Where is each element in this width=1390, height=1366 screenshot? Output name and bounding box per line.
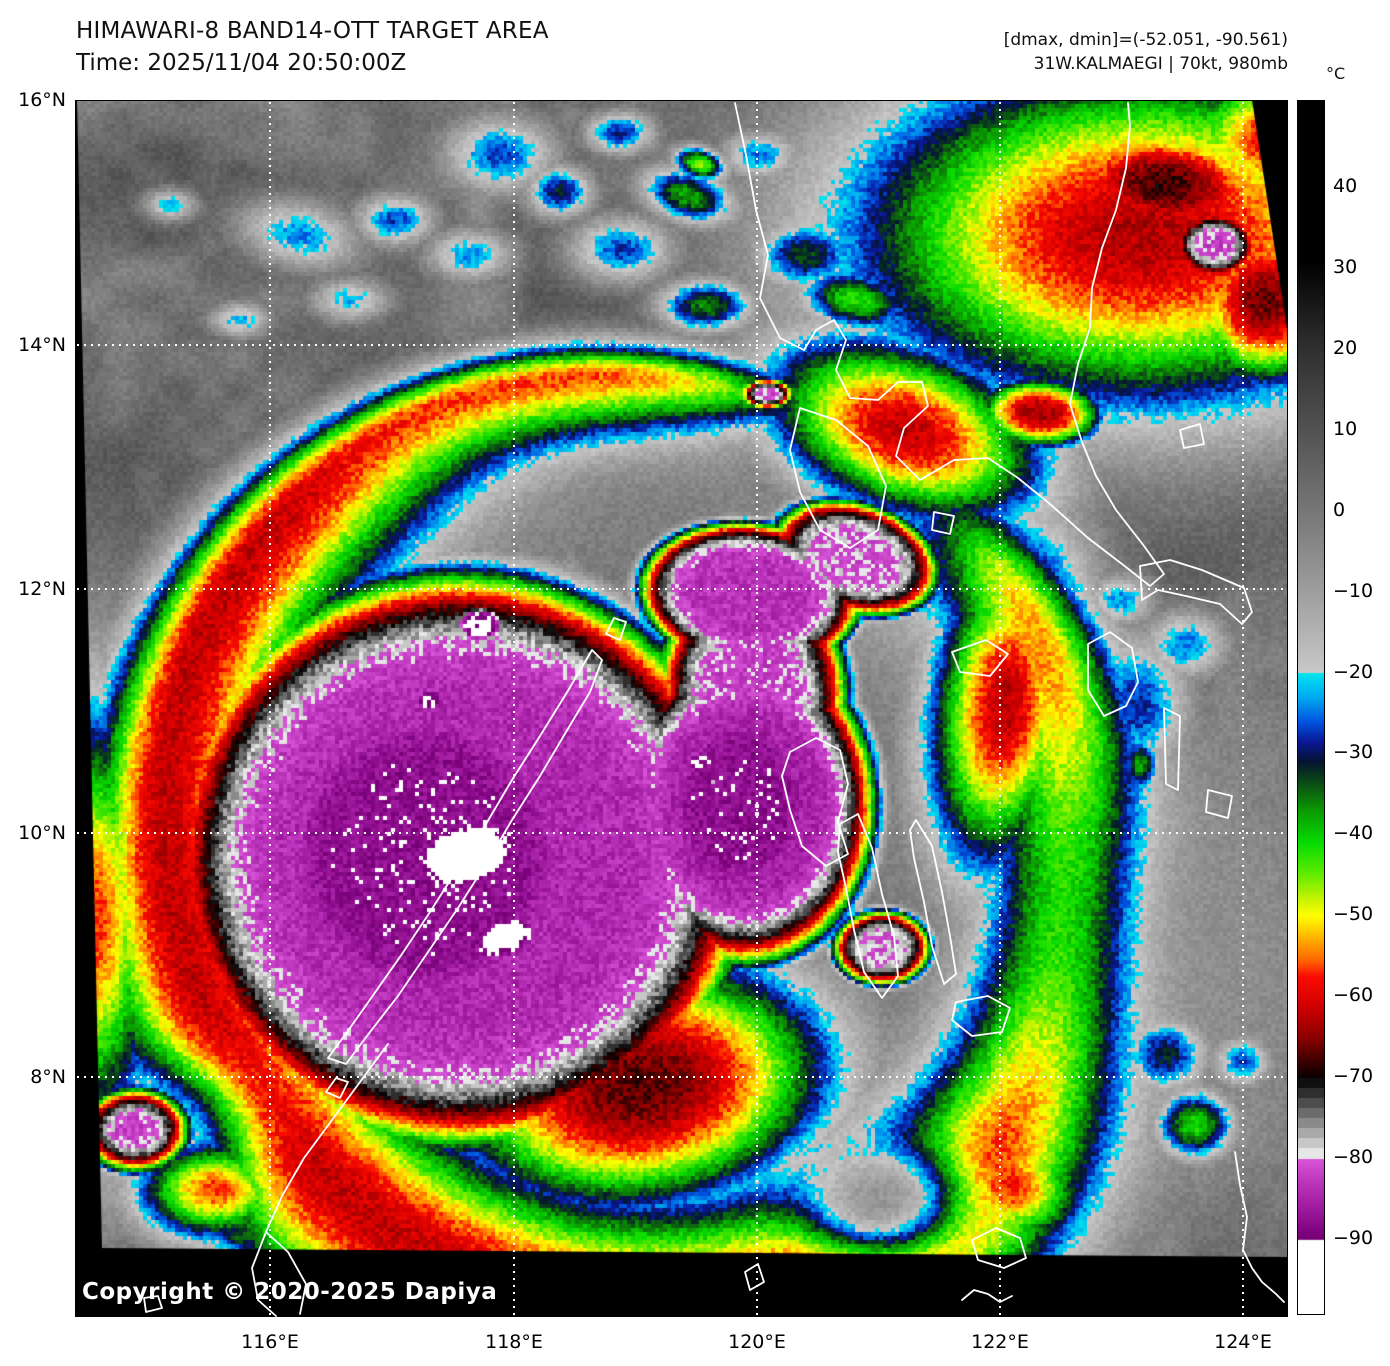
- colorbar-tick-label: −30: [1333, 741, 1374, 764]
- colorbar-tick-label: 0: [1333, 498, 1346, 521]
- colorbar-tick-label: −70: [1333, 1065, 1374, 1088]
- longitude-tick-label: 124°E: [1214, 1331, 1272, 1353]
- product-title: HIMAWARI-8 BAND14-OTT TARGET AREA: [76, 18, 549, 44]
- satellite-imagery-canvas: [75, 100, 1288, 1317]
- colorbar: [1297, 100, 1325, 1315]
- latitude-tick-label: 12°N: [18, 578, 66, 600]
- longitude-tick-label: 122°E: [971, 1331, 1029, 1353]
- colorbar-tick-label: 10: [1333, 417, 1358, 440]
- colorbar-tick-label: 40: [1333, 175, 1358, 197]
- storm-info-label: 31W.KALMAEGI | 70kt, 980mb: [1033, 54, 1288, 74]
- colorbar-tick-label: −50: [1333, 903, 1374, 926]
- longitude-tick-label: 118°E: [485, 1331, 543, 1353]
- colorbar-unit-label: °C: [1326, 64, 1346, 83]
- colorbar-tick-label: −90: [1333, 1226, 1374, 1249]
- colorbar-tick-label: −80: [1333, 1146, 1374, 1169]
- longitude-tick-label: 120°E: [728, 1331, 786, 1353]
- longitude-tick-label: 116°E: [241, 1331, 299, 1353]
- colorbar-tick-label: −10: [1333, 579, 1374, 602]
- latitude-tick-label: 8°N: [30, 1066, 66, 1088]
- colorbar-tick-label: 20: [1333, 336, 1358, 359]
- colorbar-tick-label: −60: [1333, 984, 1374, 1007]
- dmax-dmin-label: [dmax, dmin]=(-52.051, -90.561): [1003, 30, 1288, 50]
- copyright-label: Copyright © 2020-2025 Dapiya: [82, 1279, 498, 1305]
- colorbar-tick-label: 30: [1333, 255, 1358, 278]
- colorbar-tick-label: −40: [1333, 822, 1374, 845]
- latitude-tick-label: 14°N: [18, 334, 66, 356]
- time-label: Time: 2025/11/04 20:50:00Z: [76, 50, 407, 76]
- latitude-tick-label: 10°N: [18, 822, 66, 844]
- colorbar-tick-label: −20: [1333, 660, 1374, 683]
- latitude-tick-label: 16°N: [18, 89, 66, 111]
